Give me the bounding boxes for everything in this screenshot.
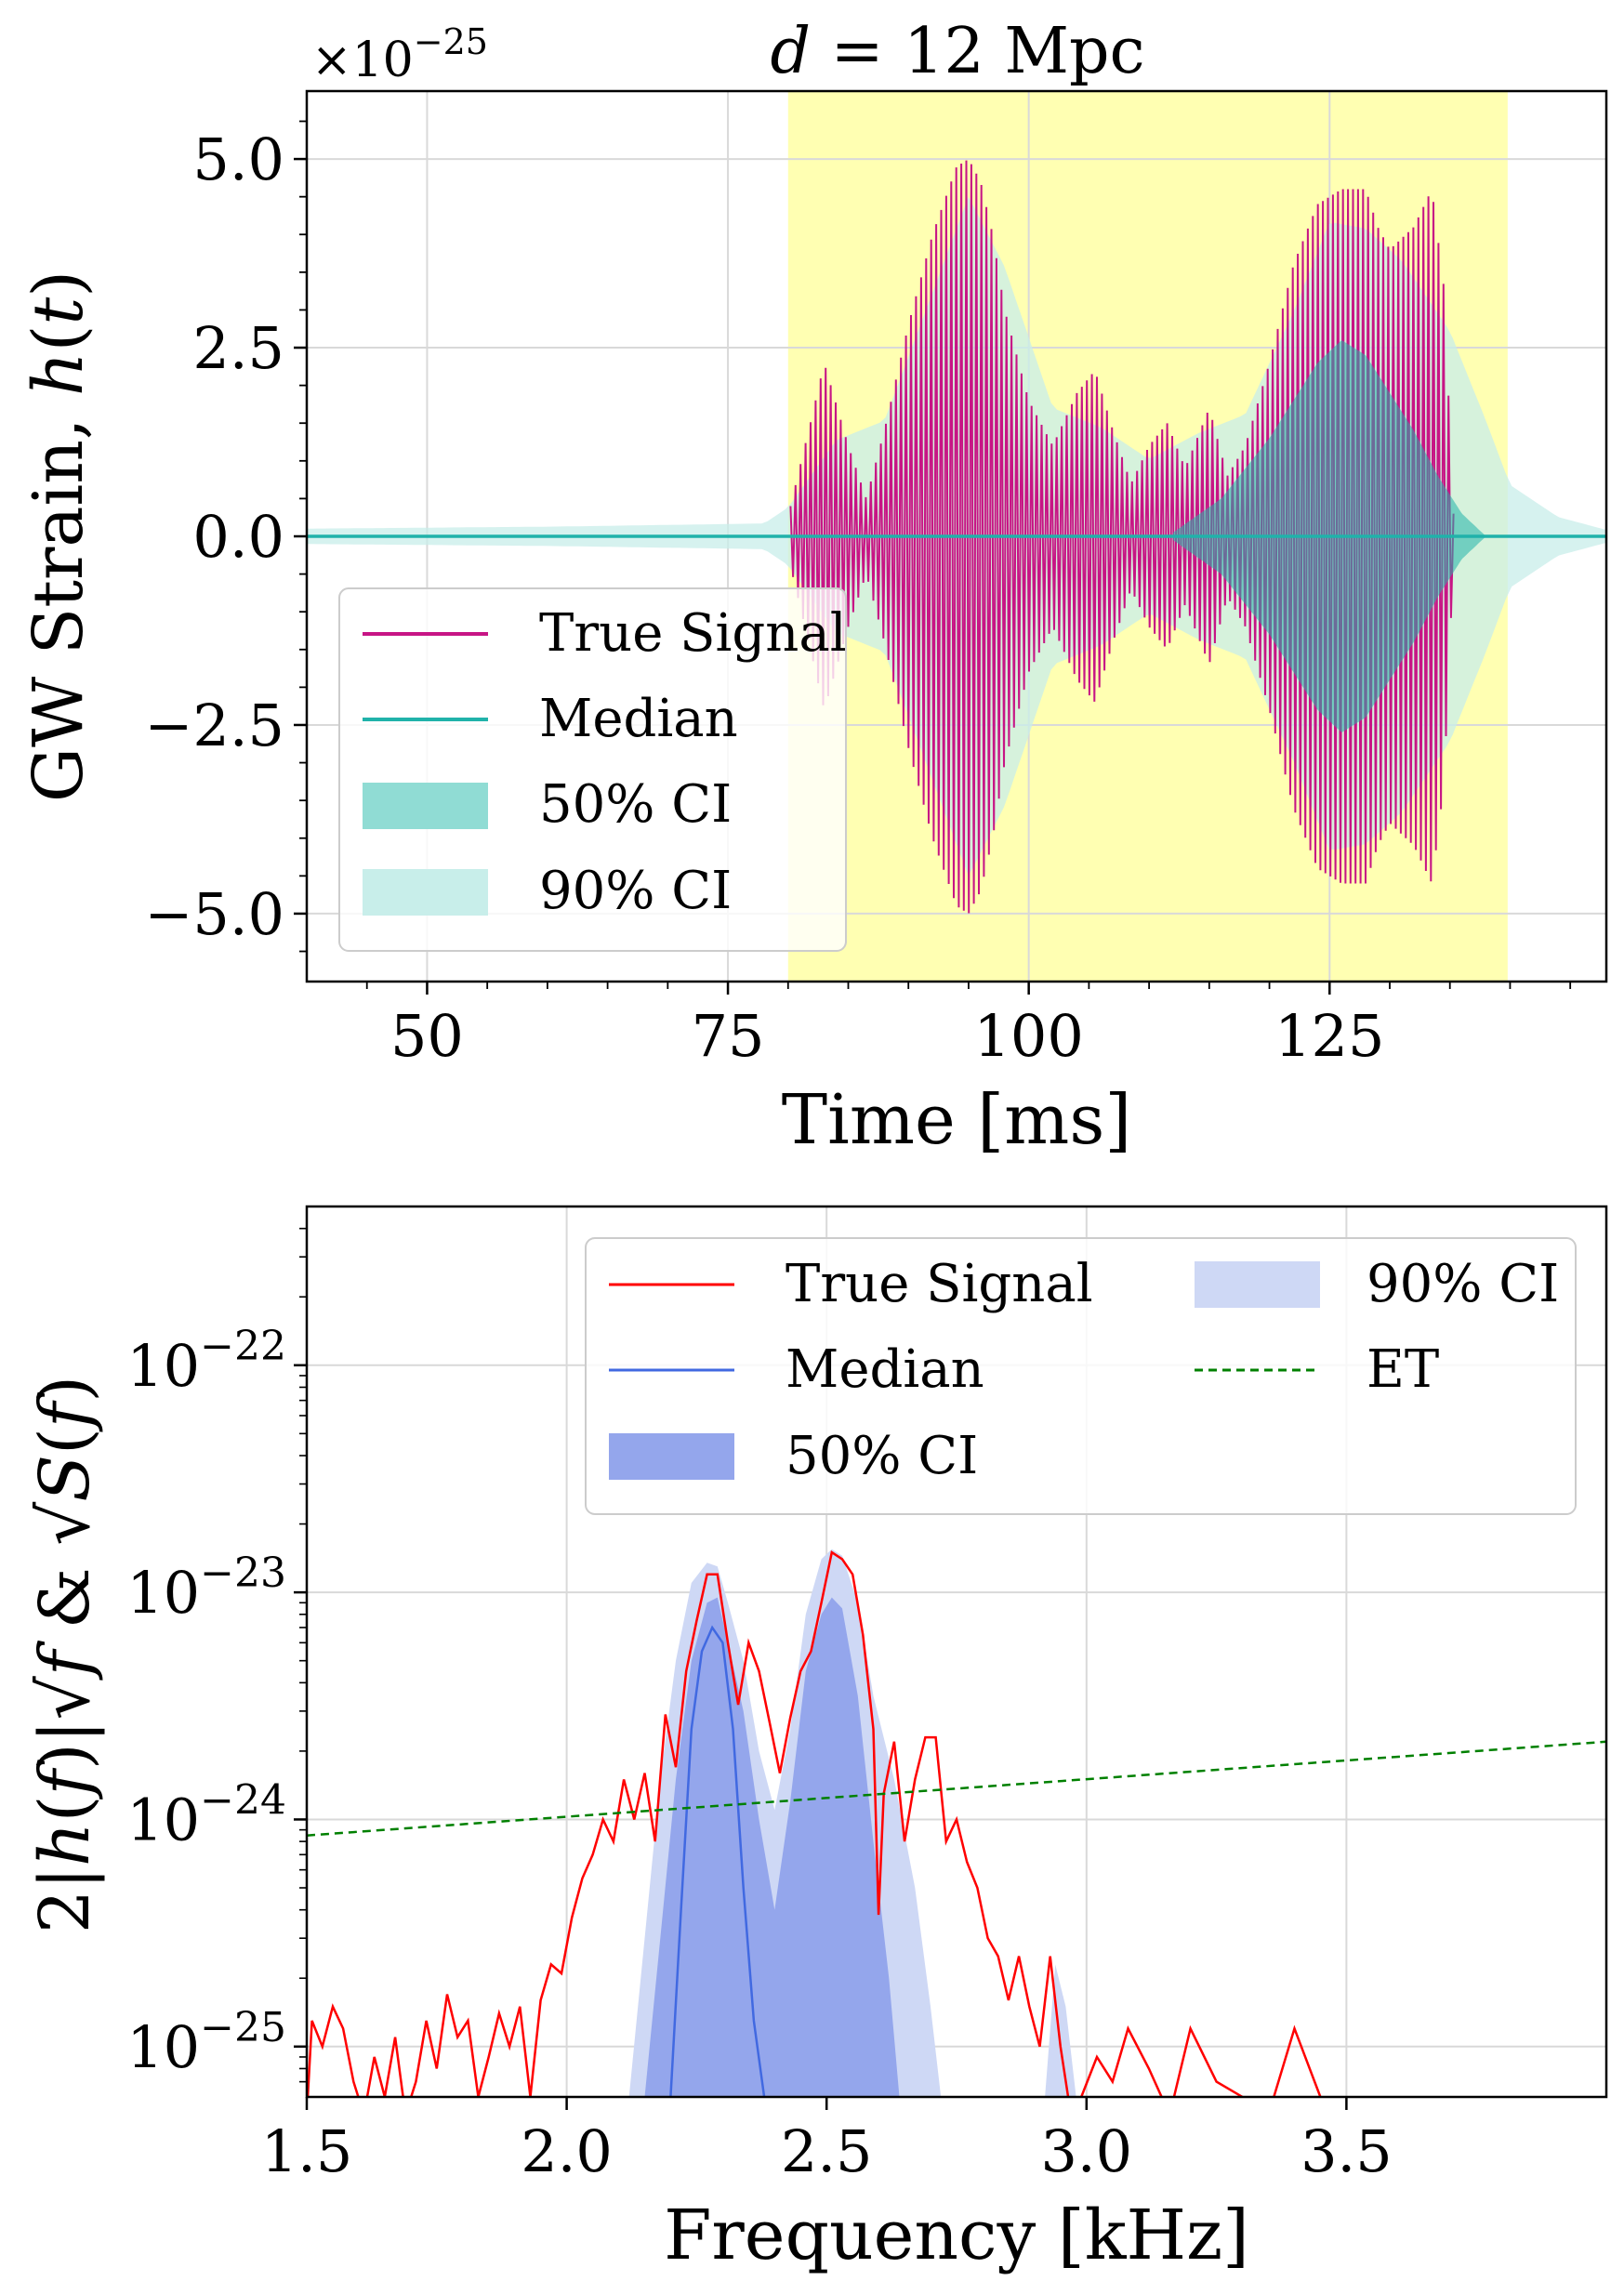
legend-label-ci90: 90% CI — [539, 861, 732, 921]
top-x-axis-label: Time [ms] — [782, 1080, 1131, 1160]
legend-label-median: Median — [539, 689, 738, 749]
et-sensitivity-line — [307, 1740, 1606, 1837]
top-ticks: 50 75 100 125 −5.0 −2.5 0.0 2.5 5.0 — [144, 120, 1572, 1070]
top-y-tick-label: −2.5 — [144, 692, 284, 759]
legend-label-et: ET — [1367, 1339, 1439, 1400]
legend-swatch-ci50-spectrum — [609, 1433, 734, 1480]
bottom-x-tick-label: 3.0 — [1040, 2117, 1132, 2185]
bottom-y-tick-label: 10−24 — [126, 1776, 286, 1853]
legend-label-true-signal-spectrum: True Signal — [786, 1254, 1093, 1314]
bottom-y-tick-label: 10−25 — [126, 2004, 286, 2081]
figure-title: d = 12 Mpc — [770, 15, 1144, 88]
top-panel: d = 12 Mpc ×10−25 50 75 100 125 −5.0 −2.5 0.0 2… — [19, 15, 1608, 1160]
legend-swatch-ci50 — [363, 783, 488, 829]
bottom-axes-frame — [305, 1205, 1608, 2099]
bottom-x-tick-label: 1.5 — [261, 2117, 353, 2185]
true-signal-spectrum-line — [307, 1550, 1323, 2097]
top-legend: True Signal Median 50% CI 90% CI — [338, 587, 847, 952]
top-y-tick-label: 0.0 — [192, 503, 284, 571]
legend-label-ci50: 50% CI — [539, 774, 732, 835]
bottom-y-axis-label: 2|h(f)|√f & √S(f) — [25, 1376, 105, 1933]
top-legend-box — [338, 587, 847, 952]
bottom-ticks: 1.5 2.0 2.5 3.0 3.5 10−25 10−24 10−23 10−22 — [126, 1227, 1393, 2185]
bottom-panel: 1.5 2.0 2.5 3.0 3.5 10−25 10−24 10−23 10−22 Freq… — [25, 1205, 1608, 2275]
legend-swatch-ci90 — [363, 869, 488, 916]
median-spectrum-line — [669, 1625, 766, 2097]
bottom-y-tick-label: 10−23 — [126, 1549, 286, 1627]
ci50-spectrum-band — [644, 1597, 900, 2097]
bottom-x-tick-label: 2.5 — [781, 2117, 873, 2185]
top-x-tick-label: 100 — [973, 1002, 1083, 1070]
top-x-tick-label: 125 — [1274, 1002, 1384, 1070]
bottom-x-tick-label: 2.0 — [521, 2117, 613, 2185]
y-offset-text: ×10−25 — [311, 21, 488, 88]
legend-label-true-signal: True Signal — [539, 603, 847, 664]
legend-label-ci90-spectrum: 90% CI — [1367, 1254, 1559, 1314]
bottom-y-tick-label: 10−22 — [126, 1323, 286, 1400]
ci90-spectrum-bump — [1045, 1964, 1076, 2097]
bottom-x-tick-label: 3.5 — [1301, 2117, 1393, 2185]
legend-label-ci50-spectrum: 50% CI — [786, 1426, 978, 1486]
top-y-tick-label: 2.5 — [192, 314, 284, 382]
legend-label-median-spectrum: Median — [786, 1339, 984, 1400]
bottom-x-axis-label: Frequency [kHz] — [664, 2195, 1249, 2275]
top-y-axis-label: GW Strain, h(t) — [19, 270, 99, 802]
true-signal-line — [789, 160, 1455, 914]
legend-swatch-ci90-spectrum — [1195, 1261, 1320, 1308]
bottom-legend-box — [585, 1237, 1577, 1515]
top-y-tick-label: 5.0 — [192, 125, 284, 193]
bottom-legend: True Signal Median 50% CI 90% CI ET — [585, 1237, 1577, 1515]
top-x-tick-label: 50 — [390, 1002, 464, 1070]
top-y-tick-label: −5.0 — [144, 880, 284, 948]
top-x-tick-label: 75 — [692, 1002, 765, 1070]
